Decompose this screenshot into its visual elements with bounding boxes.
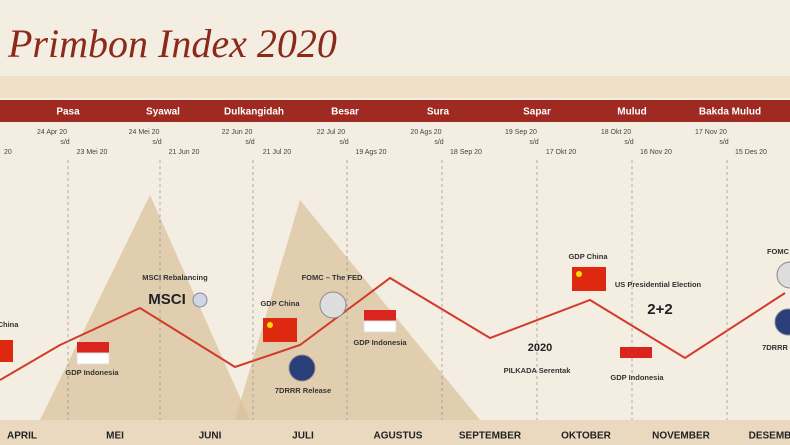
month: APRIL [7, 431, 37, 442]
logo [776, 261, 790, 289]
date-start: 24 Mei 20 [129, 129, 160, 136]
event-label: GDP Indonesia [353, 338, 407, 347]
event-label: 7DRRR Release [275, 386, 331, 395]
ornament-band [0, 76, 790, 98]
date-start: 19 Sep 20 [505, 129, 537, 136]
month: OKTOBER [561, 431, 612, 442]
event-label: FOMC – The FED [302, 273, 363, 282]
javanese-month: Syawal [146, 107, 180, 118]
date-sep: s/d [339, 139, 348, 146]
event-label: MSCI Rebalancing [142, 273, 208, 282]
month: AGUSTUS [374, 431, 423, 442]
date-start: 18 Okt 20 [601, 129, 631, 136]
date-start: 22 Jun 20 [222, 129, 253, 136]
date-sep: s/d [245, 139, 254, 146]
flag-china [572, 267, 606, 291]
event-label: GDP Indonesia [65, 368, 119, 377]
javanese-month: Bakda Mulud [699, 107, 761, 118]
month: MEI [106, 431, 124, 442]
date-sep: s/d [719, 139, 728, 146]
flag-indonesia [363, 320, 397, 333]
date-end: 18 Sep 20 [450, 149, 482, 156]
logo [288, 354, 316, 382]
month: JULI [292, 431, 314, 442]
title: Primbon Index 2020 [7, 21, 337, 66]
date: 20 [4, 149, 12, 156]
logo [319, 291, 347, 319]
month: SEPTEMBER [459, 431, 522, 442]
trend-line [0, 276, 786, 381]
event-label: 2+2 [647, 301, 672, 318]
date-start: 20 Ags 20 [410, 129, 441, 136]
date-sep: s/d [624, 139, 633, 146]
month-band [0, 420, 790, 445]
event-label: GDP China [260, 299, 300, 308]
flag-china [263, 318, 297, 342]
event-label: China [0, 320, 19, 329]
flag-indonesia [76, 352, 110, 365]
date-end: 21 Jul 20 [263, 149, 292, 156]
date-sep: s/d [434, 139, 443, 146]
event-label: FOMC [767, 247, 790, 256]
flag-star [576, 271, 582, 277]
event-label: GDP China [568, 252, 608, 261]
javanese-month: Besar [331, 107, 359, 118]
date-sep: s/d [152, 139, 161, 146]
javanese-month: Sapar [523, 107, 551, 118]
logo [192, 292, 208, 308]
event-label: GDP Indonesia [610, 373, 664, 382]
flag-indonesia [77, 342, 109, 353]
date-end: 19 Ags 20 [355, 149, 386, 156]
month: NOVEMBER [652, 431, 711, 442]
event-label: 2020 [528, 342, 552, 354]
date-start: 22 Jul 20 [317, 129, 346, 136]
date-end: 21 Jun 20 [169, 149, 200, 156]
event-label: PILKADA Serentak [504, 366, 572, 375]
flag-indonesia [364, 310, 396, 321]
date-end: 15 Des 20 [735, 149, 767, 156]
javanese-month: Dulkangidah [224, 107, 284, 118]
date-sep: s/d [529, 139, 538, 146]
javanese-month: Mulud [617, 107, 646, 118]
date-end: 17 Okt 20 [546, 149, 576, 156]
date-start: 17 Nov 20 [695, 129, 727, 136]
date-end: 23 Mei 20 [77, 149, 108, 156]
javanese-month: Sura [427, 107, 450, 118]
javanese-month: Pasa [56, 107, 80, 118]
date-end: 16 Nov 20 [640, 149, 672, 156]
event-label: MSCI [148, 291, 186, 308]
month: JUNI [199, 431, 222, 442]
flag-indonesia [620, 347, 652, 358]
flag-china [0, 340, 13, 362]
flag-star [267, 322, 273, 328]
month: DESEMB [749, 431, 790, 442]
event-label: US Presidential Election [615, 280, 702, 289]
date-start: 24 Apr 20 [37, 129, 67, 136]
date-sep: s/d [60, 139, 69, 146]
header-band [0, 100, 790, 122]
logo [774, 308, 790, 336]
event-label: 7DRRR [762, 343, 788, 352]
